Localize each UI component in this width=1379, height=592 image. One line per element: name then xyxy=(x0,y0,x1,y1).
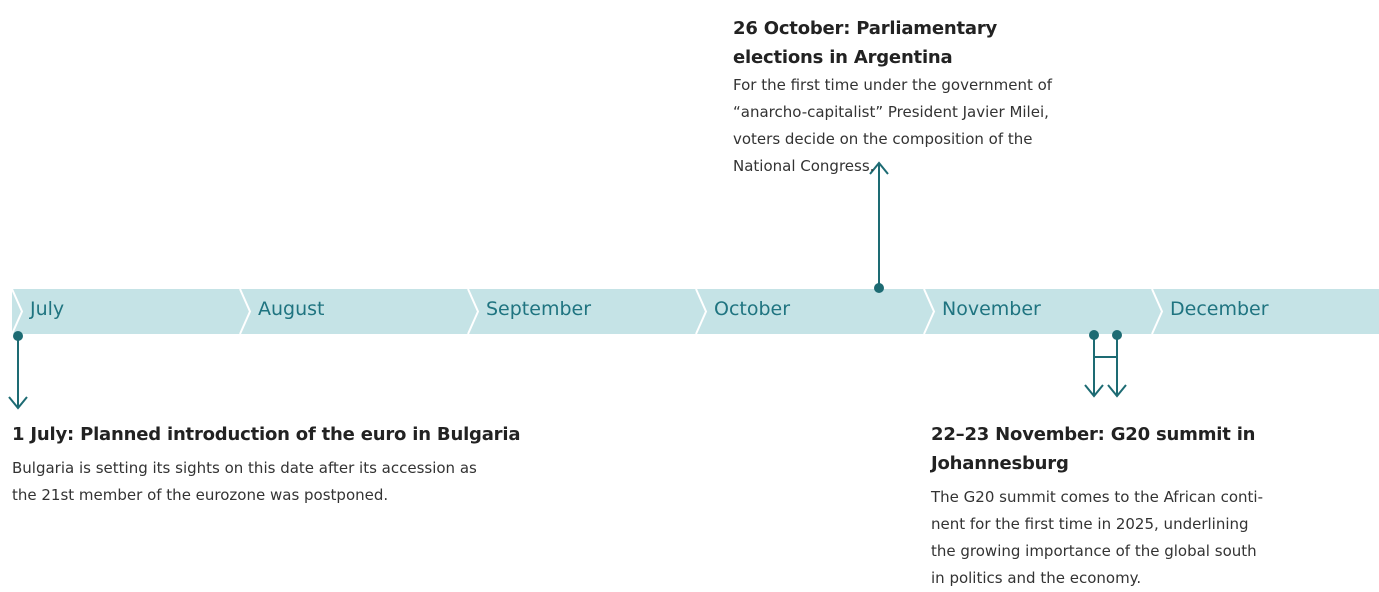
month-label: September xyxy=(486,298,592,320)
event-title: Johannesburg xyxy=(931,453,1069,474)
month-label: August xyxy=(258,298,325,320)
event-text: “anarcho-capitalist” President Javier Mi… xyxy=(733,103,1049,121)
event-text: voters decide on the composition of the xyxy=(733,130,1033,148)
event-text: National Congress. xyxy=(733,157,875,175)
arrow-dots xyxy=(13,283,1122,341)
event-text: in politics and the economy. xyxy=(931,569,1142,587)
event-text: the growing importance of the global sou… xyxy=(931,542,1257,560)
event-text: the 21st member of the eurozone was post… xyxy=(12,486,389,504)
event-text: For the first time under the government … xyxy=(733,76,1053,94)
event-title: 26 October: Parliamentary xyxy=(733,18,998,39)
arrows xyxy=(8,161,1127,410)
event-text: nent for the first time in 2025, underli… xyxy=(931,515,1249,533)
month-label: December xyxy=(1170,298,1269,320)
event-text: Bulgaria is setting its sights on this d… xyxy=(12,459,477,477)
event-bulgaria: 1 July: Planned introduction of the euro… xyxy=(12,420,520,509)
event-title: 22–23 November: G20 summit in xyxy=(931,424,1256,445)
timeline-band xyxy=(12,289,1379,334)
event-g20: 22–23 November: G20 summit in Johannesbur… xyxy=(931,420,1263,592)
event-title: 1 July: Planned introduction of the euro… xyxy=(12,424,521,445)
event-argentina: 26 October: Parliamentary elections in Ar… xyxy=(733,14,1052,180)
event-text: The G20 summit comes to the African cont… xyxy=(931,488,1264,506)
month-label: October xyxy=(714,298,791,320)
event-title: elections in Argentina xyxy=(733,47,953,68)
month-separators xyxy=(11,288,1164,335)
month-label: November xyxy=(942,298,1041,320)
month-label: July xyxy=(30,298,65,320)
